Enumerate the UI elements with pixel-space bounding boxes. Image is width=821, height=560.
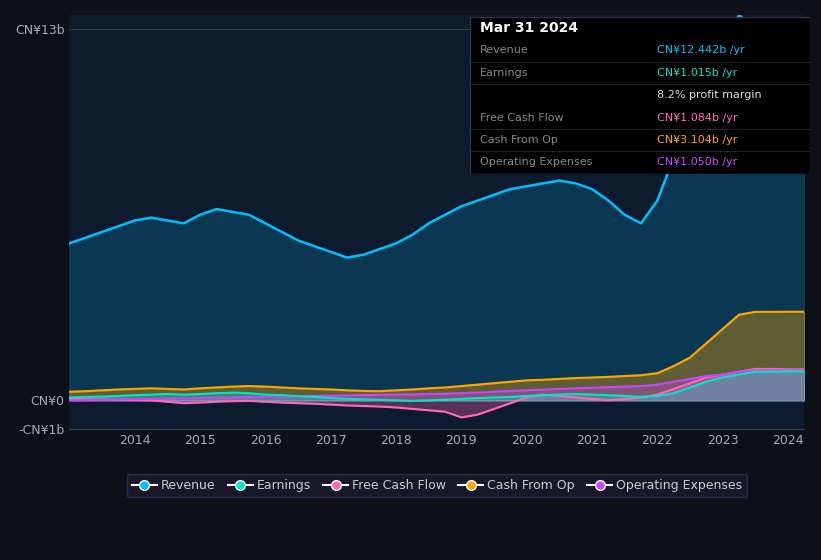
Text: CN¥12.442b /yr: CN¥12.442b /yr (657, 45, 745, 55)
Text: Operating Expenses: Operating Expenses (479, 157, 592, 167)
Legend: Revenue, Earnings, Free Cash Flow, Cash From Op, Operating Expenses: Revenue, Earnings, Free Cash Flow, Cash … (126, 474, 747, 497)
Text: Cash From Op: Cash From Op (479, 135, 557, 145)
Text: Revenue: Revenue (479, 45, 529, 55)
Text: 8.2% profit margin: 8.2% profit margin (657, 90, 762, 100)
Text: CN¥1.050b /yr: CN¥1.050b /yr (657, 157, 737, 167)
Text: CN¥3.104b /yr: CN¥3.104b /yr (657, 135, 737, 145)
Text: Mar 31 2024: Mar 31 2024 (479, 21, 578, 35)
FancyBboxPatch shape (470, 17, 810, 174)
Text: Earnings: Earnings (479, 68, 529, 78)
Text: Free Cash Flow: Free Cash Flow (479, 113, 563, 123)
Text: CN¥1.084b /yr: CN¥1.084b /yr (657, 113, 737, 123)
Text: CN¥1.015b /yr: CN¥1.015b /yr (657, 68, 737, 78)
